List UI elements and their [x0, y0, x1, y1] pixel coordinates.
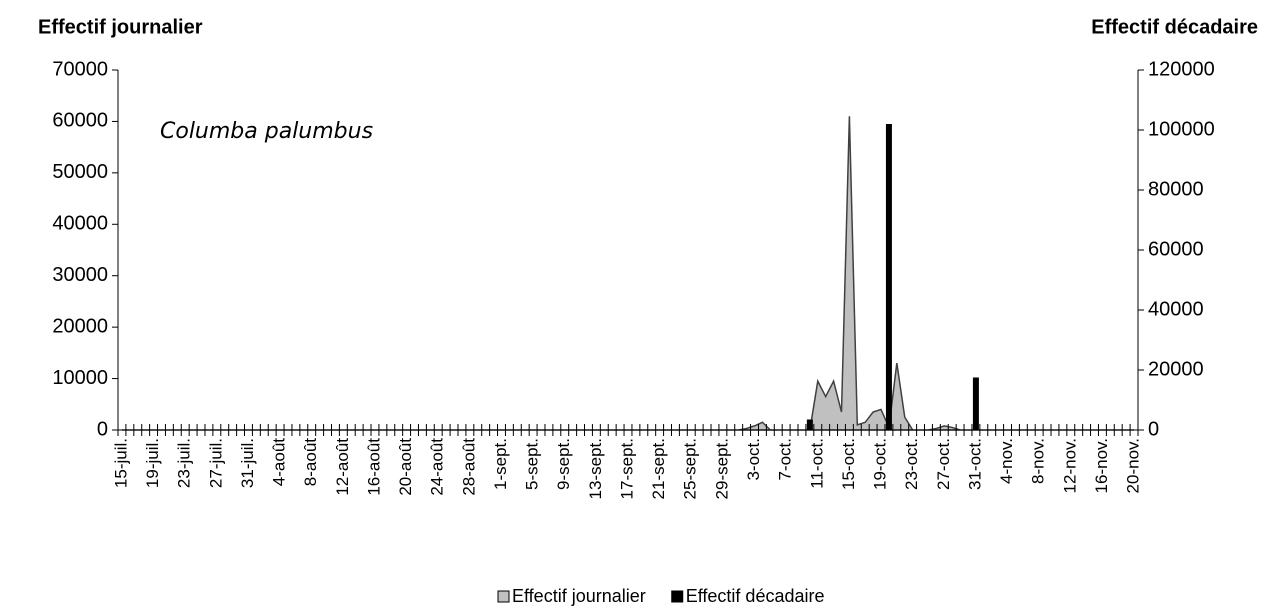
x-tick-label: 5-sept. [523, 438, 542, 490]
x-tick-label: 8-août [301, 438, 320, 486]
y2-tick-label: 40000 [1148, 298, 1204, 320]
legend-swatch [671, 590, 684, 603]
x-tick-label: 13-sept. [586, 438, 605, 499]
x-tick-label: 16-août [364, 438, 383, 496]
x-tick-label: 21-sept. [649, 438, 668, 499]
x-tick-label: 19-juil. [143, 438, 162, 488]
y-tick-label: 0 [97, 418, 108, 440]
x-tick-label: 16-nov. [1092, 438, 1111, 493]
annotation: Columba palumbus [160, 119, 373, 144]
x-tick-label: 20-août [396, 438, 415, 496]
x-tick-label: 31-juil. [238, 438, 257, 488]
x-tick-label: 12-nov. [1060, 438, 1079, 493]
x-tick-label: 27-juil. [206, 438, 225, 488]
y2-tick-label: 0 [1148, 418, 1159, 440]
y-tick-label: 40000 [52, 213, 108, 235]
y2-tick-label: 60000 [1148, 238, 1204, 260]
y2-tick-label: 100000 [1148, 118, 1215, 140]
y2-tick-label: 20000 [1148, 358, 1204, 380]
bar [806, 419, 813, 430]
x-tick-label: 25-sept. [681, 438, 700, 499]
x-tick-label: 3-oct. [744, 438, 763, 481]
y2-tick-label: 120000 [1148, 58, 1215, 80]
x-tick-label: 15-oct. [839, 438, 858, 490]
y-tick-label: 70000 [52, 58, 108, 80]
legend-label: Effectif décadaire [686, 586, 825, 606]
x-tick-label: 12-août [333, 438, 352, 496]
y-axis-title: Effectif journalier [38, 16, 203, 38]
x-tick-label: 4-nov. [997, 438, 1016, 484]
x-tick-label: 29-sept. [712, 438, 731, 499]
legend-label: Effectif journalier [512, 586, 646, 606]
x-tick-label: 20-nov. [1124, 438, 1143, 493]
x-tick-label: 1-sept. [491, 438, 510, 490]
bar [885, 124, 892, 430]
x-tick-label: 11-oct. [807, 438, 826, 489]
x-tick-label: 17-sept. [617, 438, 636, 499]
bar [972, 377, 979, 430]
y-tick-label: 30000 [52, 264, 108, 286]
x-tick-label: 31-oct. [965, 438, 984, 490]
area [121, 116, 1135, 431]
y-tick-label: 50000 [52, 161, 108, 183]
x-tick-label: 28-août [459, 438, 478, 496]
y-tick-label: 20000 [52, 315, 108, 337]
x-tick-label: 7-oct. [776, 438, 795, 481]
y-tick-label: 60000 [52, 110, 108, 132]
y-tick-label: 10000 [52, 367, 108, 389]
x-tick-label: 23-juil. [175, 438, 194, 488]
x-tick-label: 27-oct. [934, 438, 953, 490]
y2-axis-title: Effectif décadaire [1091, 16, 1258, 38]
legend-swatch [497, 590, 510, 603]
x-tick-label: 4-août [270, 438, 289, 486]
y2-tick-label: 80000 [1148, 178, 1204, 200]
x-tick-label: 19-oct. [871, 438, 890, 490]
x-tick-label: 24-août [428, 438, 447, 496]
x-tick-label: 15-juil. [111, 438, 130, 488]
x-tick-label: 8-nov. [1029, 438, 1048, 484]
x-tick-label: 23-oct. [902, 438, 921, 490]
x-tick-label: 9-sept. [554, 438, 573, 490]
